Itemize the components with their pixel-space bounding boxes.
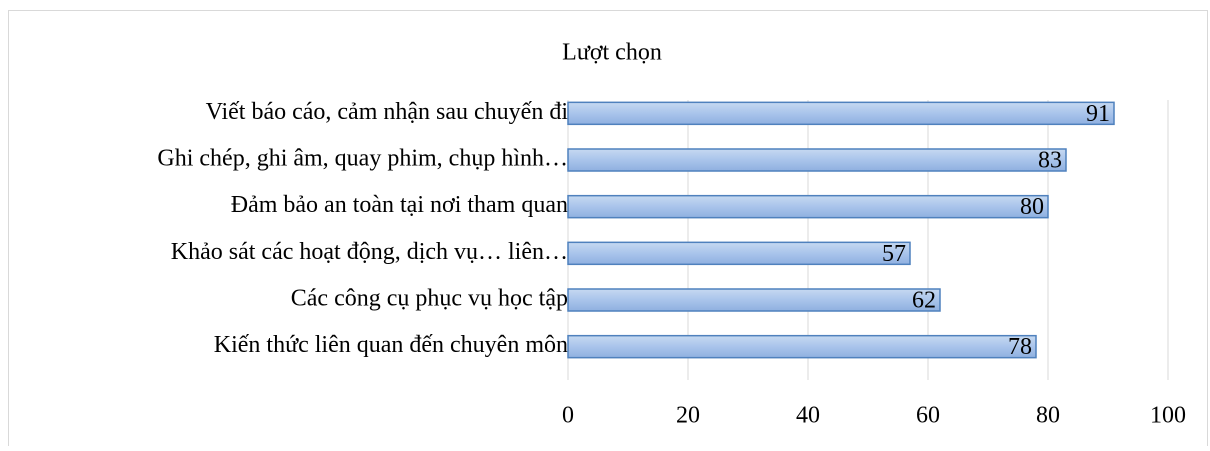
chart-title: Lượt chọn <box>562 40 662 66</box>
x-tick-label: 20 <box>676 403 700 429</box>
data-label: 91 <box>1086 101 1110 127</box>
x-tick-label: 0 <box>562 403 574 429</box>
data-label: 80 <box>1020 194 1044 220</box>
bar <box>567 334 1037 359</box>
bar <box>567 101 1115 126</box>
bar <box>567 288 941 312</box>
bar <box>567 241 911 266</box>
data-label: 83 <box>1038 148 1062 174</box>
data-label: 57 <box>882 241 906 267</box>
x-tick-label: 80 <box>1036 403 1060 429</box>
bar <box>567 148 1067 172</box>
y-tick-label: Đảm bảo an toàn tại nơi tham quan <box>231 192 568 218</box>
y-tick-label: Các công cụ phục vụ học tập <box>291 286 568 312</box>
data-label: 62 <box>912 288 936 314</box>
y-tick-label: Viết báo cáo, cảm nhận sau chuyến đi <box>206 99 569 125</box>
data-label: 78 <box>1008 334 1032 360</box>
y-tick-label: Khảo sát các hoạt động, dịch vụ… liên… <box>171 239 568 265</box>
y-tick-label: Kiến thức liên quan đến chuyên môn <box>214 332 568 358</box>
y-tick-label: Ghi chép, ghi âm, quay phim, chụp hình… <box>157 146 568 172</box>
chart-frame <box>8 10 1208 451</box>
x-tick-label: 100 <box>1150 403 1186 429</box>
bar <box>567 194 1049 219</box>
x-tick-label: 60 <box>916 403 940 429</box>
x-tick-label: 40 <box>796 403 820 429</box>
